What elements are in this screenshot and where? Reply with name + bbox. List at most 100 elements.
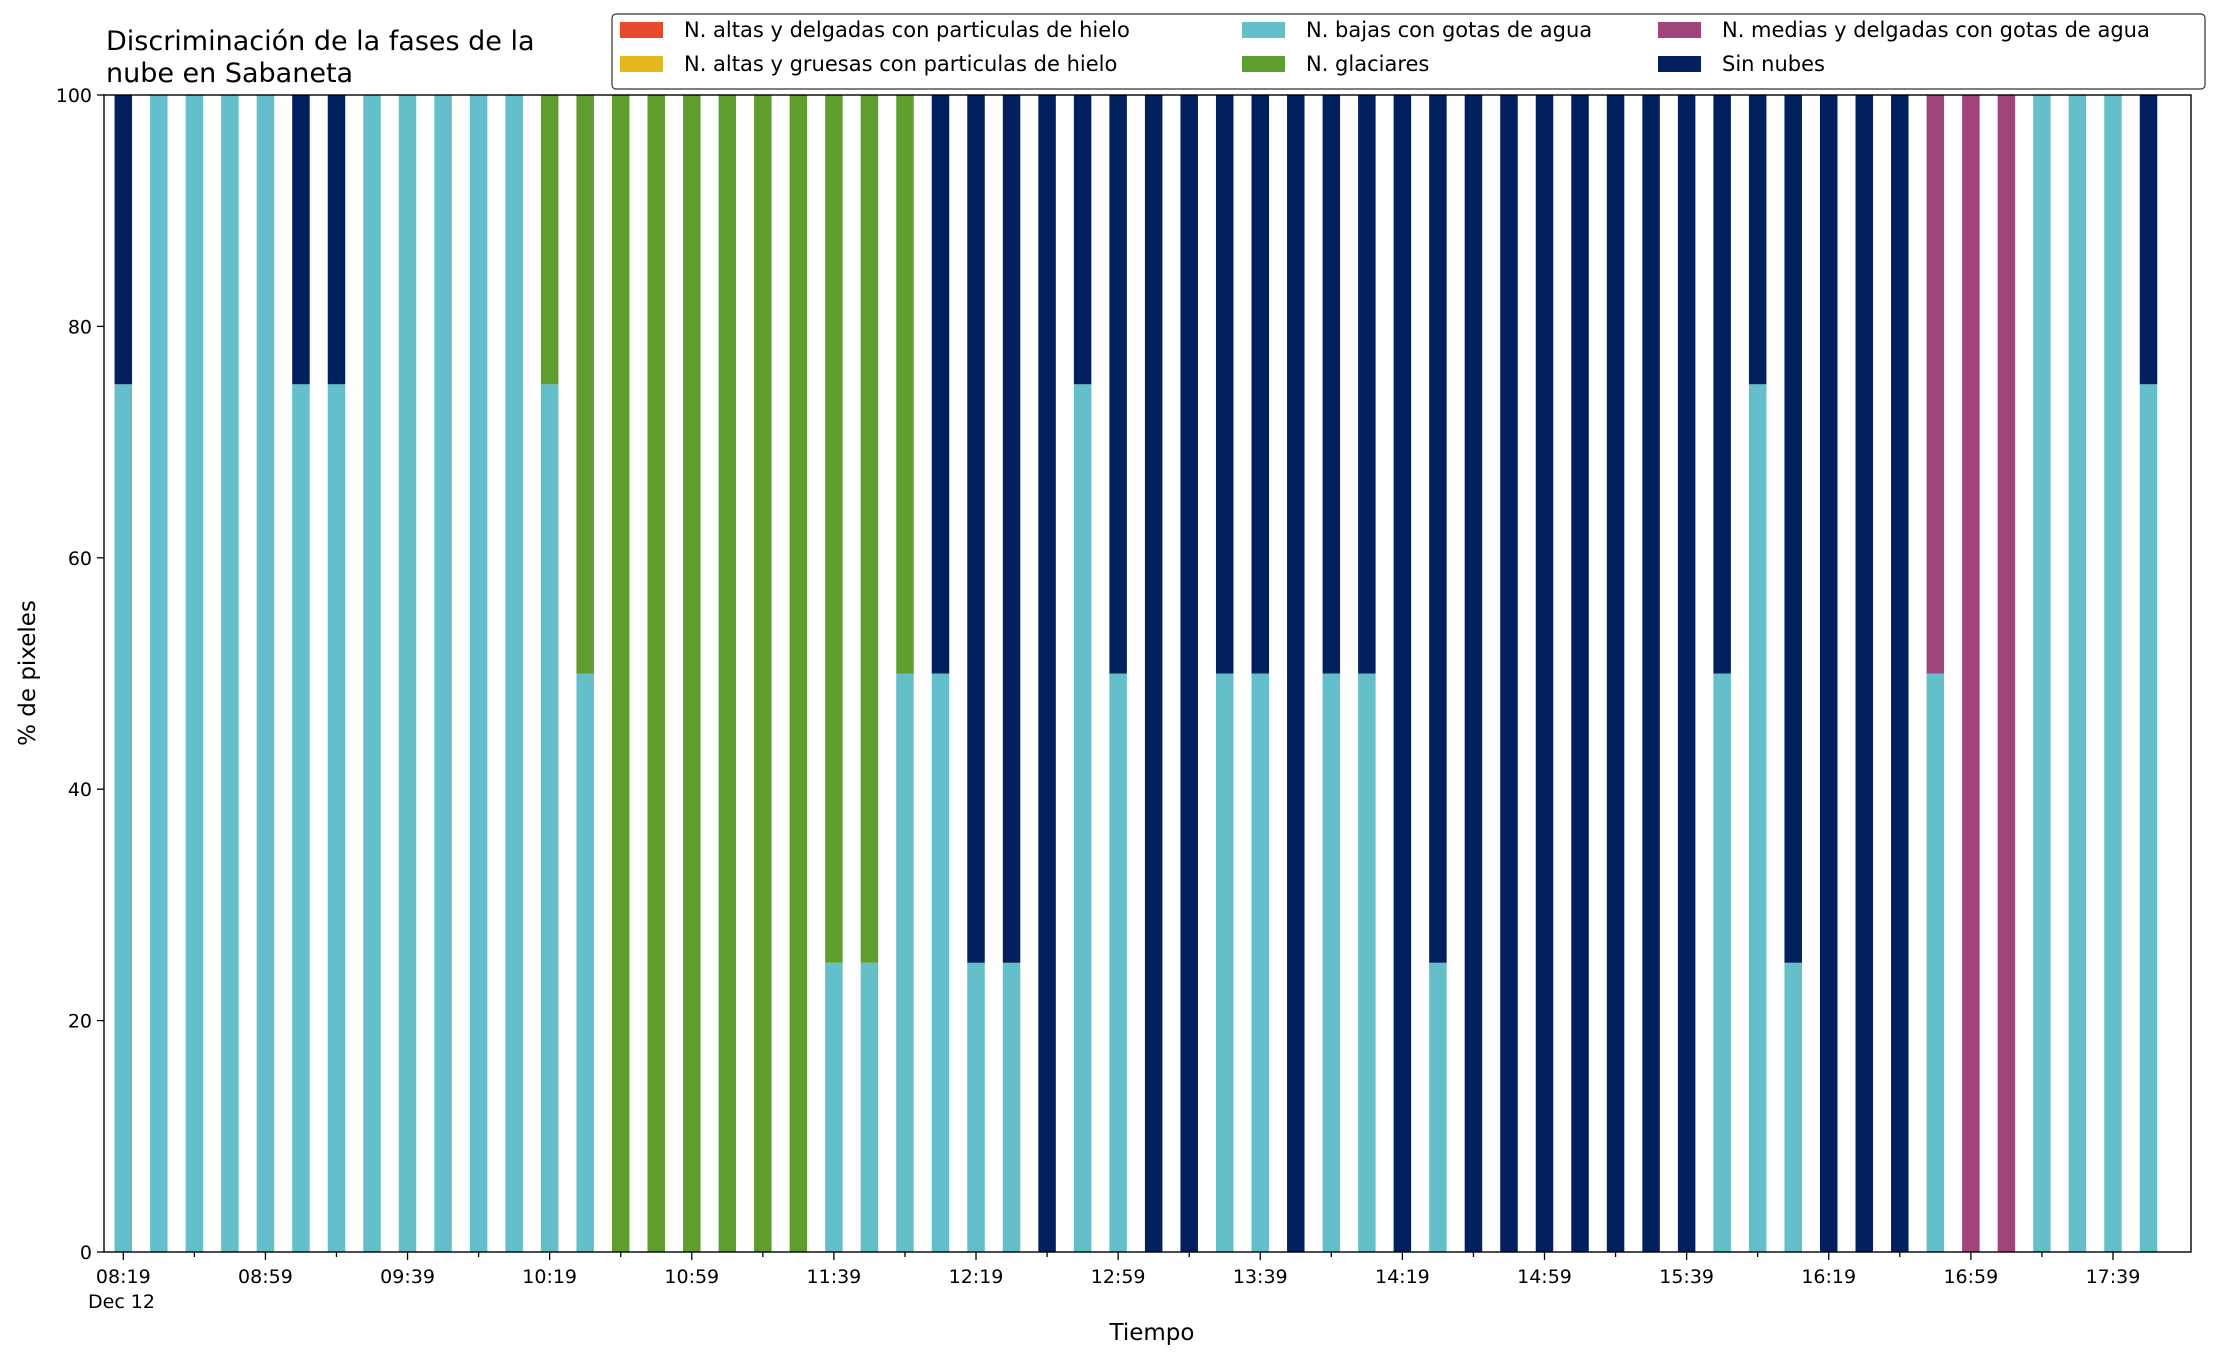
bar-segment [292,95,310,385]
bar-segment [1784,962,1802,1252]
legend-entry-label: Sin nubes [1722,52,1825,76]
bar-segment [825,95,843,963]
bar-segment [1002,962,1021,1252]
bar-segment [1571,95,1589,1252]
y-tick-label: 100 [56,85,92,107]
bar-segment [1891,95,1909,1252]
bar-segment [1002,95,1021,963]
y-tick-label: 20 [68,1011,92,1033]
bar-segment [1997,95,2016,1252]
x-tick-label: 13:39 [1233,1266,1288,1288]
y-tick-label: 0 [80,1242,92,1264]
bar-segment [1464,95,1483,1252]
bar-segment [825,962,843,1252]
bar-segment [2033,95,2051,1252]
bar-segment [1038,95,1056,1252]
bar-segment [718,95,737,1252]
legend-swatch [1242,22,1285,38]
bar-segment [1358,673,1376,1252]
bar-segment [1713,673,1731,1252]
bar-segment [931,673,950,1252]
bar-segment [327,95,346,385]
bar-segment [1073,384,1092,1252]
bar-segment [327,384,346,1252]
bar-segment [1144,95,1163,1252]
bar-segment [256,95,275,1252]
bar-segment [2139,384,2158,1252]
bar-segment [434,95,452,1252]
bar-segment [967,962,985,1252]
y-tick-label: 40 [68,779,92,801]
bar-segment [1109,673,1127,1252]
chart-title-line-2: nube en Sabaneta [106,58,353,89]
x-tick-label: 10:59 [664,1266,719,1288]
legend-entry-label: N. altas y gruesas con particulas de hie… [684,52,1117,76]
bar-segment [1642,95,1660,1252]
bar-segment [1962,95,1980,1252]
bar-segment [1429,95,1447,963]
bar-segment [683,95,701,1252]
bar-segment [540,95,559,385]
legend-box [611,13,2206,90]
x-tick-label: 16:19 [1801,1266,1856,1288]
x-tick-label: 08:59 [238,1266,293,1288]
plot-area [103,94,2192,1253]
bar-segment [363,95,381,1252]
bar-segment [1109,95,1127,674]
bar-segment [647,95,665,1252]
x-tick-label: 11:39 [807,1266,862,1288]
y-axis-label: % de pixeles [15,600,41,746]
bar-segment [1429,962,1447,1252]
x-axis: 08:19 08:59 09:39 10:19 10:59 11:39 12:19 12:59… [88,1252,2140,1313]
x-tick-label: 12:19 [949,1266,1004,1288]
bar-segment [221,95,239,1252]
bar-segment [1287,95,1305,1252]
bar-segment [1322,95,1341,674]
bar-segment [505,95,523,1252]
bar-segment [967,95,985,963]
bar-segment [1322,673,1341,1252]
x-tick-label: 14:19 [1375,1266,1430,1288]
y-axis: 0 20 40 60 80 100 [56,85,104,1264]
bar-segment [860,962,879,1252]
bar-segment [1251,673,1270,1252]
bar-segment [114,95,133,385]
x-tick-label: 14:59 [1517,1266,1572,1288]
bar-segment [611,95,630,1252]
bar-segment [2068,95,2087,1252]
legend-entry-label: N. altas y delgadas con particulas de hi… [684,18,1130,42]
bar-segment [1215,673,1234,1252]
y-tick-label: 60 [68,548,92,570]
bar-segment [789,95,808,1252]
legend-entry-label: N. glaciares [1306,52,1429,76]
legend-swatch [1658,56,1701,72]
bar-segment [185,95,204,1252]
x-tick-label: 09:39 [380,1266,435,1288]
legend-swatch [1658,22,1701,38]
bar-segment [1819,95,1838,1252]
bar-segment [1855,95,1874,1252]
bar-segment [1358,95,1376,674]
legend-entry-label: N. bajas con gotas de agua [1306,18,1592,42]
legend-swatch [1242,56,1285,72]
bar-segment [469,95,488,1252]
bars-layer [114,95,2158,1252]
y-tick-label: 80 [68,316,92,338]
bar-segment [1677,95,1696,1252]
bar-segment [1180,95,1198,1252]
x-tick-label: 16:59 [1943,1266,1998,1288]
chart-title-line-1: Discriminación de la fases de la [106,26,535,57]
bar-segment [1073,95,1092,385]
bar-segment [1535,95,1554,1252]
bar-segment [754,95,772,1252]
bar-segment [2139,95,2158,385]
bar-segment [2104,95,2122,1252]
x-date-label: Dec 12 [88,1291,155,1313]
bar-segment [860,95,879,963]
bar-segment [150,95,168,1252]
bar-segment [896,95,914,674]
legend-swatch [620,22,663,38]
bar-segment [540,384,559,1252]
